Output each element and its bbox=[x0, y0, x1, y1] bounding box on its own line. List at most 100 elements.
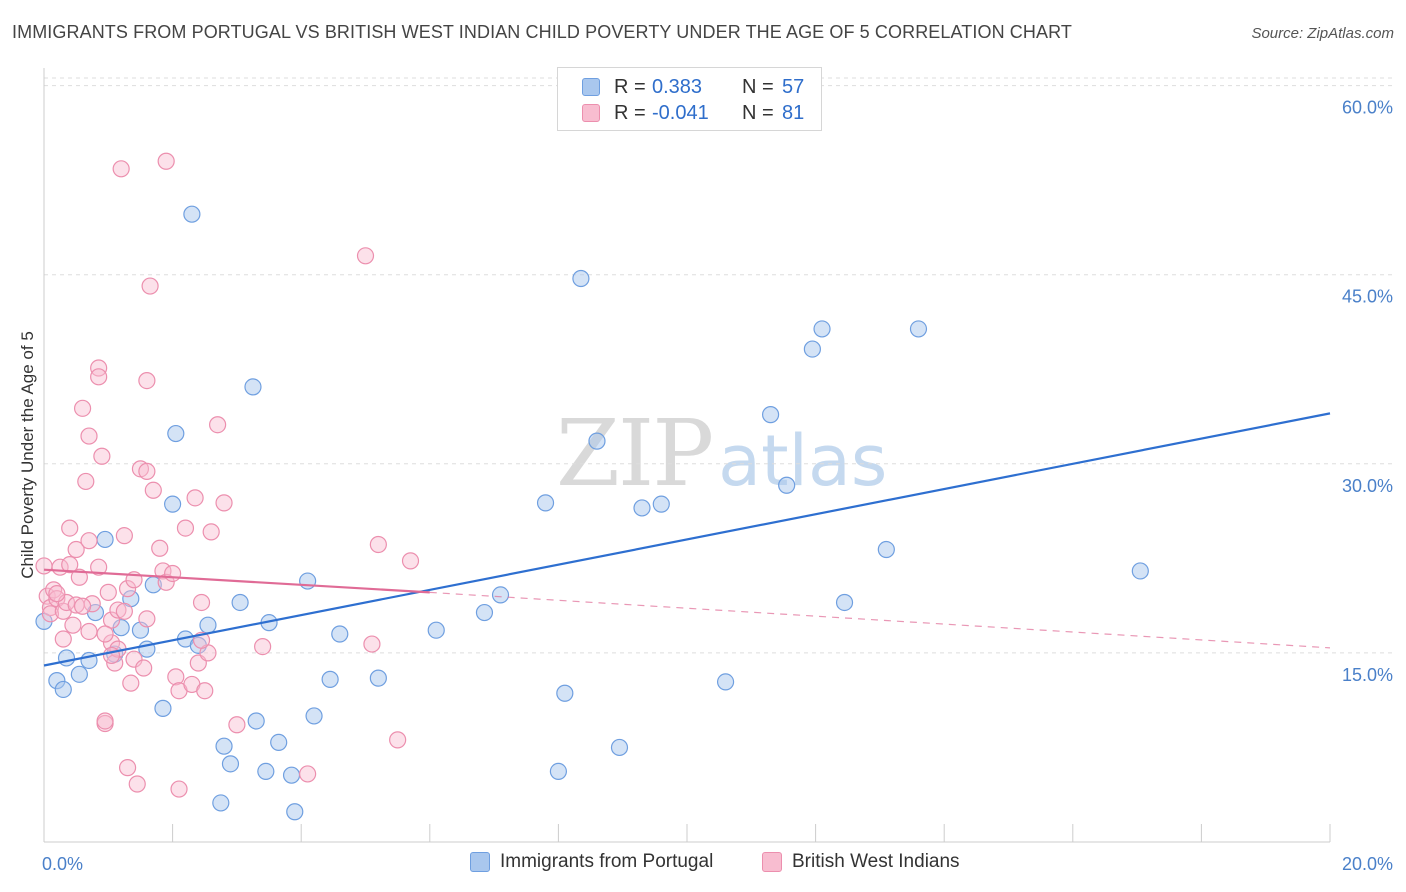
data-point-portugal bbox=[247, 712, 265, 730]
data-point-british-west-indian bbox=[102, 646, 121, 665]
data-point-british-west-indian bbox=[102, 634, 121, 652]
data-point-portugal bbox=[1131, 562, 1149, 580]
data-point-portugal bbox=[154, 699, 172, 717]
y-tick-label: 45.0% bbox=[1342, 287, 1393, 307]
data-point-portugal bbox=[877, 540, 895, 559]
data-point-portugal bbox=[183, 205, 201, 223]
data-point-british-west-indian bbox=[196, 682, 214, 700]
data-point-british-west-indian bbox=[54, 630, 72, 648]
bottom-legend-swatch-british-west-indian bbox=[762, 852, 782, 872]
data-point-british-west-indian bbox=[369, 535, 387, 554]
data-point-british-west-indian bbox=[38, 587, 56, 605]
bottom-legend-swatch-portugal bbox=[470, 852, 490, 872]
data-point-british-west-indian bbox=[77, 472, 95, 491]
trend-line-british-west-indian bbox=[43, 568, 430, 594]
data-point-portugal bbox=[427, 621, 445, 639]
data-point-british-west-indian bbox=[202, 523, 220, 541]
data-point-british-west-indian bbox=[109, 601, 127, 619]
data-point-portugal bbox=[70, 665, 88, 683]
grid-layer bbox=[44, 77, 1395, 654]
legend-row-british-west-indian: R = -0.041 N = 81 bbox=[582, 101, 804, 125]
data-point-british-west-indian bbox=[138, 372, 156, 390]
data-point-british-west-indian bbox=[70, 568, 88, 586]
data-point-british-west-indian bbox=[389, 731, 407, 749]
legend-r-label: R = bbox=[614, 101, 646, 124]
data-point-british-west-indian bbox=[401, 552, 420, 570]
data-point-british-west-indian bbox=[90, 359, 108, 377]
legend-swatch-british-west-indian bbox=[582, 104, 600, 122]
data-point-british-west-indian bbox=[228, 716, 246, 734]
series-british-west-indian-points bbox=[35, 152, 420, 798]
data-point-british-west-indian bbox=[35, 557, 53, 575]
data-point-british-west-indian bbox=[80, 532, 98, 550]
data-point-british-west-indian bbox=[90, 368, 108, 386]
data-point-british-west-indian bbox=[41, 605, 60, 623]
data-point-british-west-indian bbox=[48, 585, 66, 603]
data-point-portugal bbox=[556, 684, 574, 702]
data-point-portugal bbox=[270, 733, 288, 752]
label-layer: 15.0% 30.0% 45.0% 60.0% 0.0% 20.0% bbox=[42, 98, 1393, 874]
data-point-british-west-indian bbox=[186, 489, 204, 507]
data-point-british-west-indian bbox=[209, 416, 227, 434]
data-point-portugal bbox=[321, 670, 339, 688]
legend-n-value: 57 bbox=[782, 75, 805, 98]
data-point-british-west-indian bbox=[73, 597, 92, 615]
data-point-british-west-indian bbox=[80, 622, 98, 641]
data-point-british-west-indian bbox=[61, 556, 79, 574]
data-point-portugal bbox=[331, 625, 349, 643]
watermark: ZIPatlas bbox=[556, 400, 887, 507]
watermark-atlas: atlas bbox=[718, 420, 888, 502]
data-point-portugal bbox=[212, 794, 230, 812]
legend-row-portugal: R = 0.383 N = 57 bbox=[582, 75, 804, 99]
data-point-portugal bbox=[231, 593, 249, 612]
legend-r-value: -0.041 bbox=[652, 101, 709, 124]
data-point-portugal bbox=[536, 494, 555, 512]
data-point-british-west-indian bbox=[93, 447, 111, 465]
data-point-portugal bbox=[96, 530, 114, 549]
data-point-british-west-indian bbox=[254, 637, 272, 656]
data-point-british-west-indian bbox=[138, 462, 156, 480]
data-point-british-west-indian bbox=[192, 593, 211, 612]
data-point-british-west-indian bbox=[83, 595, 101, 613]
data-point-portugal bbox=[299, 572, 317, 590]
data-point-portugal bbox=[778, 476, 796, 494]
legend-r-value: 0.383 bbox=[652, 75, 703, 98]
data-point-portugal bbox=[286, 803, 304, 821]
data-point-british-west-indian bbox=[138, 610, 156, 628]
data-point-portugal bbox=[167, 424, 185, 443]
data-point-british-west-indian bbox=[144, 481, 162, 499]
data-point-british-west-indian bbox=[141, 277, 159, 295]
bottom-legend-label-british-west-indian: British West Indians bbox=[792, 851, 960, 872]
data-point-british-west-indian bbox=[122, 674, 140, 692]
data-point-british-west-indian bbox=[167, 668, 185, 686]
legend-n-value: 81 bbox=[782, 101, 805, 124]
legend-r-label: R = bbox=[614, 75, 646, 98]
data-point-portugal bbox=[803, 340, 821, 358]
data-point-british-west-indian bbox=[102, 611, 121, 629]
data-point-portugal bbox=[54, 680, 72, 699]
data-point-portugal bbox=[221, 755, 240, 773]
x-tick-label: 20.0% bbox=[1342, 854, 1393, 874]
trend-line-british-west-indian-extrapolated bbox=[429, 591, 1331, 649]
data-point-british-west-indian bbox=[61, 519, 79, 537]
data-point-portugal bbox=[652, 495, 670, 513]
data-point-british-west-indian bbox=[299, 765, 317, 783]
data-point-british-west-indian bbox=[363, 635, 381, 653]
data-point-british-west-indian bbox=[118, 759, 137, 777]
watermark-zip: ZIP bbox=[556, 400, 714, 507]
trend-line-portugal bbox=[43, 412, 1331, 667]
legend-n-label: N = bbox=[742, 75, 774, 98]
correlation-legend: R = 0.383 N = 57 R = -0.041 N = 81 bbox=[557, 67, 822, 131]
axis-layer bbox=[43, 68, 1331, 843]
data-point-portugal bbox=[716, 673, 735, 691]
data-point-portugal bbox=[813, 320, 831, 338]
data-point-british-west-indian bbox=[99, 583, 117, 601]
y-tick-label: 15.0% bbox=[1342, 665, 1393, 685]
y-tick-label: 60.0% bbox=[1342, 98, 1393, 118]
data-point-british-west-indian bbox=[73, 399, 92, 417]
data-point-portugal bbox=[549, 762, 568, 781]
data-point-british-west-indian bbox=[154, 562, 172, 580]
data-point-british-west-indian bbox=[64, 616, 82, 634]
data-point-british-west-indian bbox=[164, 564, 182, 583]
data-point-british-west-indian bbox=[157, 573, 175, 591]
